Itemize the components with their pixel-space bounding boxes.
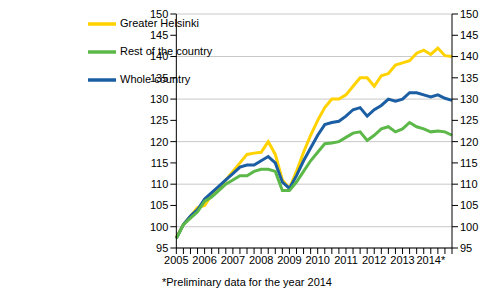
svg-text:2010: 2010 [305, 254, 329, 266]
svg-text:2011: 2011 [334, 254, 358, 266]
svg-text:100: 100 [150, 221, 168, 233]
svg-text:110: 110 [460, 178, 478, 190]
svg-text:105: 105 [460, 199, 478, 211]
svg-text:2014*: 2014* [416, 254, 445, 266]
svg-text:135: 135 [460, 72, 478, 84]
svg-text:95: 95 [156, 242, 168, 254]
svg-text:115: 115 [151, 157, 169, 169]
svg-text:140: 140 [460, 50, 478, 62]
svg-text:145: 145 [150, 29, 168, 41]
svg-text:125: 125 [150, 114, 168, 126]
svg-text:2008: 2008 [249, 254, 273, 266]
svg-text:105: 105 [150, 199, 168, 211]
svg-text:2009: 2009 [277, 254, 301, 266]
svg-text:2005: 2005 [164, 254, 188, 266]
svg-text:2006: 2006 [192, 254, 216, 266]
svg-text:130: 130 [150, 93, 168, 105]
svg-text:150: 150 [150, 8, 168, 20]
svg-text:130: 130 [460, 93, 478, 105]
svg-text:2007: 2007 [221, 254, 245, 266]
svg-text:150: 150 [460, 8, 478, 20]
svg-text:120: 120 [150, 136, 168, 148]
svg-text:100: 100 [460, 221, 478, 233]
svg-text:110: 110 [151, 178, 169, 190]
svg-text:95: 95 [460, 242, 472, 254]
svg-text:135: 135 [150, 72, 168, 84]
svg-text:125: 125 [460, 114, 478, 126]
svg-text:2012: 2012 [362, 254, 386, 266]
svg-text:115: 115 [460, 157, 478, 169]
svg-text:120: 120 [460, 136, 478, 148]
svg-text:140: 140 [150, 50, 168, 62]
svg-text:2013: 2013 [390, 254, 414, 266]
svg-text:145: 145 [460, 29, 478, 41]
